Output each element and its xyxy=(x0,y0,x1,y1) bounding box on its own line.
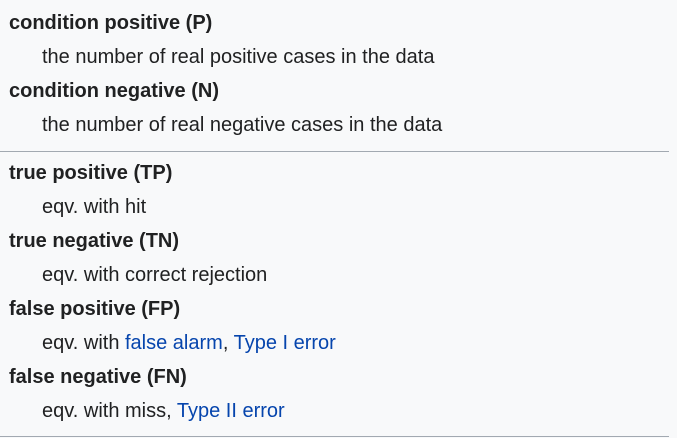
section-divider xyxy=(0,151,669,152)
definition-text: eqv. with xyxy=(42,332,125,354)
type-ii-error-link[interactable]: Type II error xyxy=(176,400,285,422)
term-condition-negative: condition negative (N) xyxy=(9,80,219,102)
term-condition-positive: condition positive (P) xyxy=(9,12,213,34)
definition-condition-negative: the number of real negative cases in the… xyxy=(42,114,443,136)
term-true-negative: true negative (TN) xyxy=(9,230,180,252)
false-alarm-link[interactable]: false alarm xyxy=(125,332,223,354)
definition-false-negative: eqv. with miss, Type II error xyxy=(42,399,285,423)
term-false-negative: false negative (FN) xyxy=(9,366,187,388)
separator-text: , xyxy=(222,332,234,354)
definition-true-positive: eqv. with hit xyxy=(42,196,147,218)
definition-condition-positive: the number of real positive cases in the… xyxy=(42,46,435,68)
definition-true-negative: eqv. with correct rejection xyxy=(42,264,268,286)
type-i-error-link[interactable]: Type I error xyxy=(233,332,336,354)
term-false-positive: false positive (FP) xyxy=(9,298,181,320)
definition-false-positive: eqv. with false alarm, Type I error xyxy=(42,331,336,355)
bottom-divider xyxy=(0,436,669,437)
definition-text: eqv. with miss, xyxy=(42,400,177,422)
term-true-positive: true positive (TP) xyxy=(9,162,173,184)
